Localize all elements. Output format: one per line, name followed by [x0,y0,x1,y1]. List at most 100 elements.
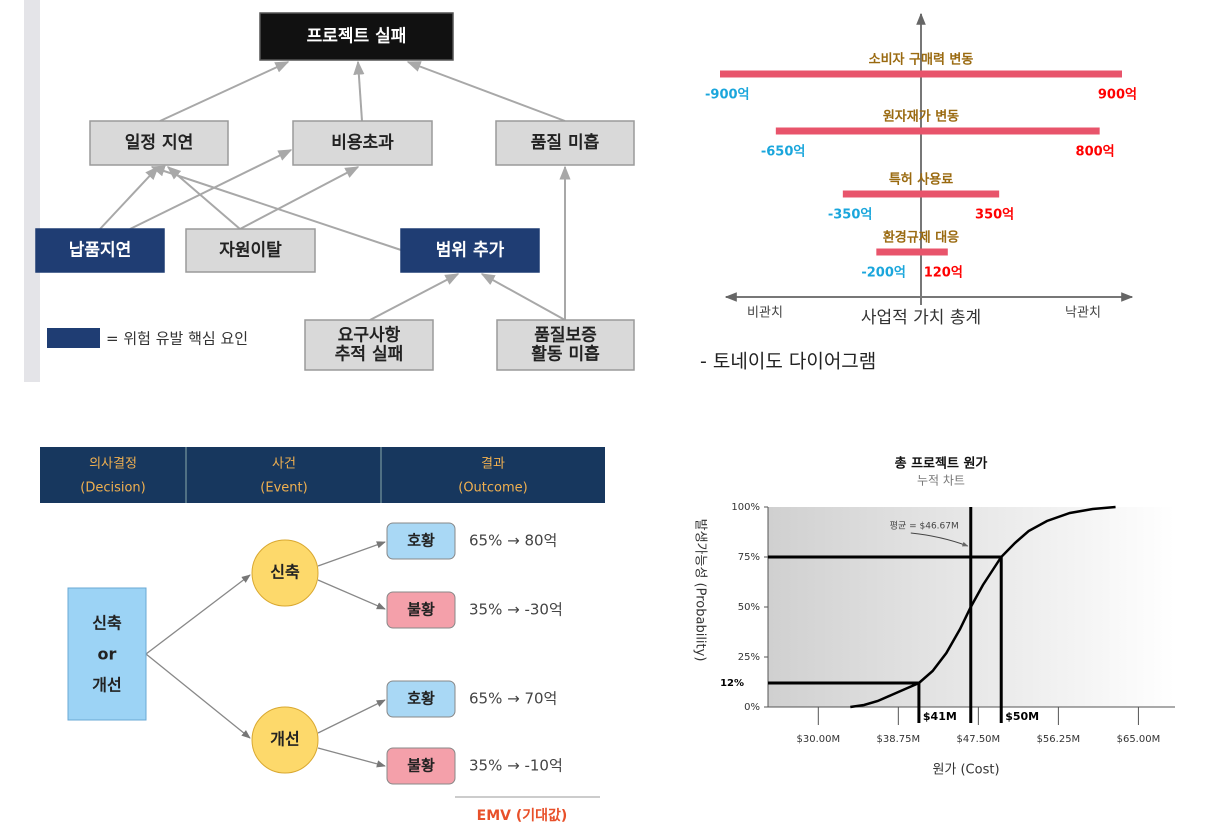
risk-node [292,120,433,166]
node-label: 비용초과 [331,133,394,153]
risk-node [185,228,316,273]
bar [842,190,1000,198]
risk-node [304,319,434,371]
outcome-node [386,747,456,785]
node-label: 프로젝트 실패 [307,27,407,47]
decision-label: 신축 [92,614,122,633]
outcome-label: 호황 [407,532,435,550]
risk-node [400,228,540,273]
edge [129,149,293,230]
node-label: 납품지연 [69,241,132,261]
bar [720,70,1122,78]
y-axis-title: 발생가능성 (Probability) [693,519,708,662]
edge [317,579,386,610]
edge [150,165,402,251]
low-label: -350억 [828,208,873,223]
node-label: 범위 추가 [436,241,505,261]
cdf-line [850,505,1116,709]
node-label: 추적 실패 [335,345,403,365]
x-tick-label: $56.25M [1037,734,1081,745]
header-text: (Event) [260,481,307,496]
header-text: (Outcome) [458,481,527,496]
outcome-label: 불황 [407,601,435,619]
edge [317,541,386,567]
x-tick-label: $38.75M [877,734,921,745]
x-axis-title: 원가 (Cost) [932,763,999,778]
node-label: 품질 미흡 [531,132,600,153]
high-label: 350억 [975,208,1014,223]
edge [99,165,159,230]
category-label: 특허 사용료 [889,172,953,188]
edge [353,60,365,122]
header-text: (Decision) [80,481,146,496]
node-label: 품질보증 [534,325,597,346]
edge [159,61,290,122]
event-node [251,539,319,607]
y-tick-label: 25% [738,652,760,663]
outcome-label: 호황 [407,690,435,708]
y-tick-label: 100% [731,502,760,513]
risk-node [35,228,165,273]
axis-left-label: 비관치 [747,306,783,321]
header-text: 사건 [272,457,296,472]
risk-edges [99,60,571,321]
legend-swatch [47,328,100,348]
decision-node [67,587,147,721]
node-label: 자원이탈 [219,240,282,261]
node-label: 활동 미흡 [531,344,600,365]
low-label: -200억 [861,266,906,281]
outcome-node [386,522,456,560]
edge [145,653,251,739]
tree-header [40,447,605,503]
edge [317,747,386,768]
y-tick-label: 50% [738,602,760,613]
axis-right-label: 낙관치 [1065,306,1101,321]
edge [145,574,251,655]
marker-x-label: $50M [1005,710,1039,723]
footer: EMV (기대값) [477,808,568,824]
edge [317,699,386,734]
category-label: 원자재가 변동 [883,110,959,125]
tree-edges [145,541,386,768]
legend-text: = 위험 유발 핵심 요인 [106,330,248,348]
low-label: -650억 [761,145,806,160]
event-label: 개선 [270,730,299,749]
edge [406,61,566,122]
category-label: 소비자 구매력 변동 [869,53,974,68]
edge [239,166,360,230]
edge [369,273,460,321]
decision-label: 개선 [92,676,121,695]
caption: - 토네이도 다이어그램 [700,351,876,373]
event-label: 신축 [270,563,300,582]
y-tick-label: 0% [744,702,760,713]
x-tick-label: $65.00M [1117,734,1161,745]
outcome-result: 35% → -10억 [469,757,563,775]
y-tick-label: 75% [738,552,760,563]
outcome-result: 35% → -30억 [469,601,563,619]
outcome-node [386,680,456,718]
high-label: 120억 [924,266,963,281]
edge [480,273,566,321]
x-tick-label: $47.50M [957,734,1001,745]
outcome-result: 65% → 80억 [469,532,557,550]
risk-node [259,12,454,61]
outcome-label: 불황 [407,757,435,775]
decision-label: or [98,645,117,664]
high-label: 800억 [1076,145,1115,160]
risk-node [496,319,635,371]
panel-strip [24,0,40,382]
mean-arrow [910,532,969,547]
x-tick-label: $30.00M [796,734,840,745]
risk-node [89,120,229,166]
node-label: 일정 지연 [125,133,193,153]
bar [876,248,948,256]
header-text: 의사결정 [89,457,137,472]
x-axis-title: 사업적 가치 총계 [861,308,981,328]
node-label: 요구사항 [338,325,401,346]
low-label: -900억 [705,88,750,103]
category-label: 환경규제 대응 [883,230,959,246]
bar [775,127,1100,135]
outcome-node [386,591,456,629]
